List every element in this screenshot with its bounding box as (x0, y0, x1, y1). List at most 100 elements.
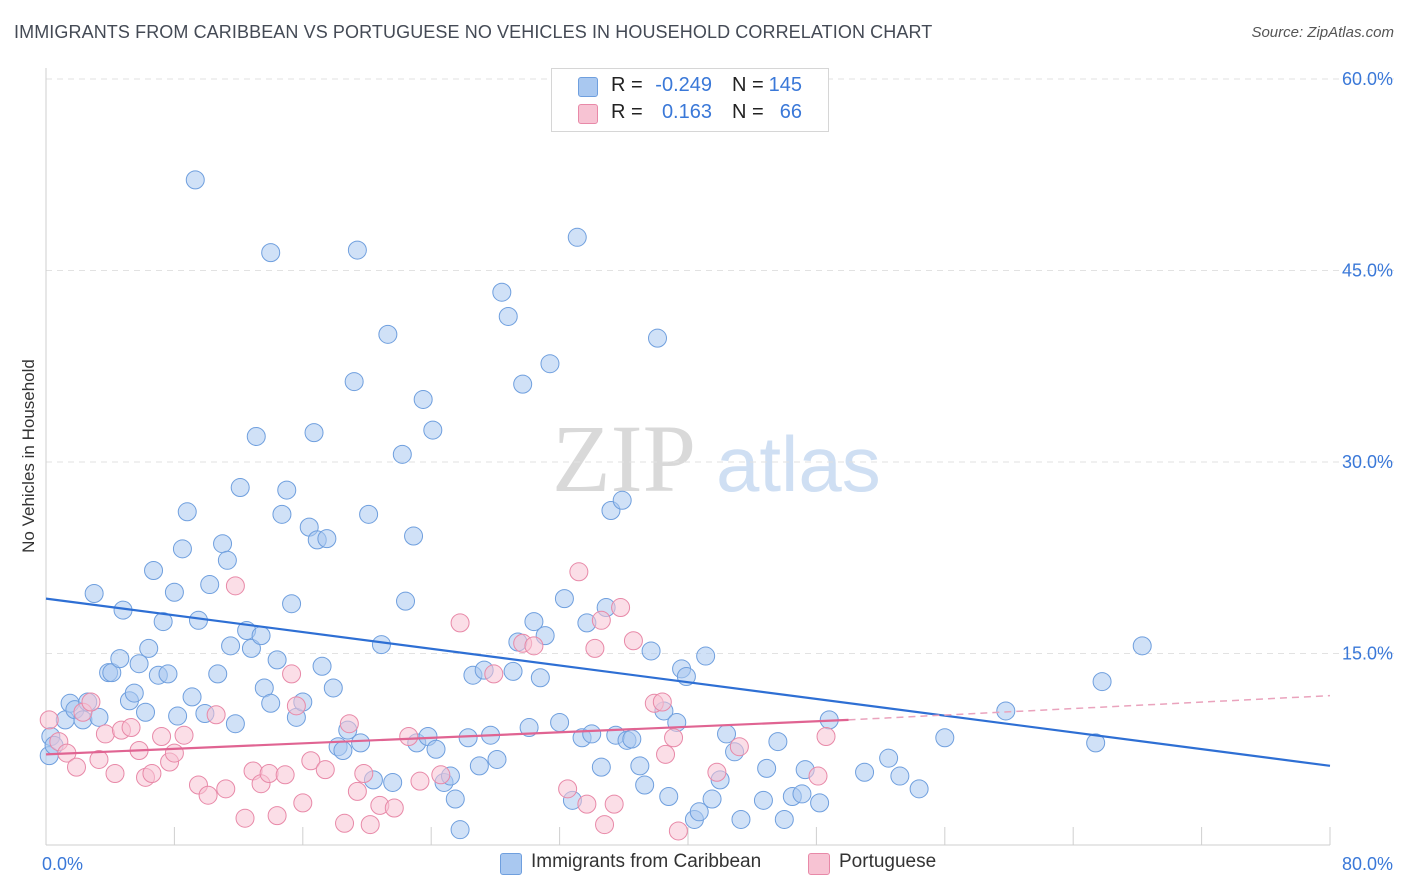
portuguese-point (808, 766, 828, 786)
portuguese-point (707, 762, 727, 782)
portuguese-trend-line (45, 718, 849, 756)
portuguese-point (384, 798, 404, 818)
legend-r-label: R = (611, 101, 643, 123)
portuguese-point (225, 576, 245, 596)
legend-n-label: N = (732, 74, 764, 96)
caribbean-point (768, 732, 788, 752)
legend-swatch-caribbean (578, 77, 598, 97)
portuguese-point (595, 815, 615, 835)
caribbean-point (753, 790, 773, 810)
caribbean-point (890, 766, 910, 786)
caribbean-point (648, 328, 668, 348)
y-tick-label: 45.0% (1342, 261, 1393, 281)
caribbean-point (498, 306, 518, 326)
legend-row-caribbean: R = -0.249 N = 145 (552, 73, 828, 99)
trend-lines (45, 597, 1331, 767)
caribbean-point (323, 678, 343, 698)
series-legend: Immigrants from Caribbean Portuguese (0, 851, 1406, 879)
caribbean-point (124, 683, 144, 703)
portuguese-point (558, 779, 578, 799)
caribbean-point (622, 729, 642, 749)
portuguese-point (431, 765, 451, 785)
portuguese-point (399, 726, 419, 746)
portuguese-point (450, 613, 470, 633)
caribbean-point (378, 324, 398, 344)
caribbean-point (351, 733, 371, 753)
caribbean-point (487, 749, 507, 769)
caribbean-point (144, 561, 164, 581)
caribbean-point (225, 714, 245, 734)
gridlines (46, 78, 1394, 654)
portuguese-point (293, 793, 313, 813)
caribbean-point (935, 728, 955, 748)
legend-swatch-caribbean (500, 853, 522, 875)
y-tick-label: 15.0% (1342, 644, 1393, 664)
portuguese-point (484, 664, 504, 684)
caribbean-point (503, 661, 523, 681)
portuguese-point (286, 696, 306, 716)
caribbean-point (1132, 636, 1152, 656)
caribbean-point (413, 389, 433, 409)
portuguese-point (89, 749, 109, 769)
caribbean-point (359, 504, 379, 524)
y-axis-label: No Vehicles in Household (19, 359, 38, 553)
caribbean-point (241, 638, 261, 658)
caribbean-point (540, 354, 560, 374)
caribbean-point (659, 786, 679, 806)
caribbean-point (217, 550, 237, 570)
caribbean-point (213, 534, 233, 554)
caribbean-point (792, 784, 812, 804)
caribbean-point (230, 478, 250, 498)
caribbean-point (1086, 733, 1106, 753)
legend-r-value: 0.163 (661, 101, 712, 123)
caribbean-point (182, 687, 202, 707)
caribbean-point (667, 712, 687, 732)
caribbean-point (591, 757, 611, 777)
portuguese-point (267, 806, 287, 826)
portuguese-point (360, 815, 380, 835)
caribbean-point (251, 626, 271, 646)
portuguese-point (315, 760, 335, 780)
portuguese-point (664, 728, 684, 748)
source-credit: Source: ZipAtlas.com (1251, 24, 1394, 41)
portuguese-point (206, 705, 226, 725)
caribbean-point (392, 444, 412, 464)
portuguese-point (591, 610, 611, 630)
legend-n-value: 66 (779, 101, 802, 123)
portuguese-point (729, 737, 749, 757)
portuguese-point (604, 794, 624, 814)
caribbean-point (689, 802, 709, 822)
portuguese-point (66, 757, 86, 777)
portuguese-point (142, 764, 162, 784)
caribbean-point (396, 591, 416, 611)
caribbean-point (383, 772, 403, 792)
portuguese-point (216, 779, 236, 799)
portuguese-point (39, 710, 59, 730)
caribbean-point (458, 728, 478, 748)
watermark-atlas: atlas (716, 420, 881, 508)
portuguese-point (105, 764, 125, 784)
portuguese-point (668, 821, 688, 841)
portuguese-point (354, 764, 374, 784)
portuguese-point (235, 808, 255, 828)
portuguese-point (81, 692, 101, 712)
caribbean-point (550, 712, 570, 732)
portuguese-point (623, 631, 643, 651)
caribbean-point (404, 526, 424, 546)
y-tick-label: 30.0% (1342, 452, 1393, 472)
portuguese-point (282, 664, 302, 684)
portuguese-point (569, 562, 589, 582)
caribbean-point (630, 756, 650, 776)
caribbean-point (84, 583, 104, 603)
caribbean-point (200, 575, 220, 595)
legend-swatch-portuguese (808, 853, 830, 875)
portuguese-point (611, 598, 631, 618)
caribbean-point (445, 789, 465, 809)
tick-labels: 15.0% 30.0% 45.0% 60.0% 0.0% 80.0% (42, 69, 1393, 874)
caribbean-point (221, 636, 241, 656)
caribbean-point (1092, 672, 1112, 692)
legend: R = -0.249 N = 145 R = 0.163 N = 66 (551, 68, 829, 132)
portuguese-point (198, 785, 218, 805)
caribbean-point (731, 809, 751, 829)
